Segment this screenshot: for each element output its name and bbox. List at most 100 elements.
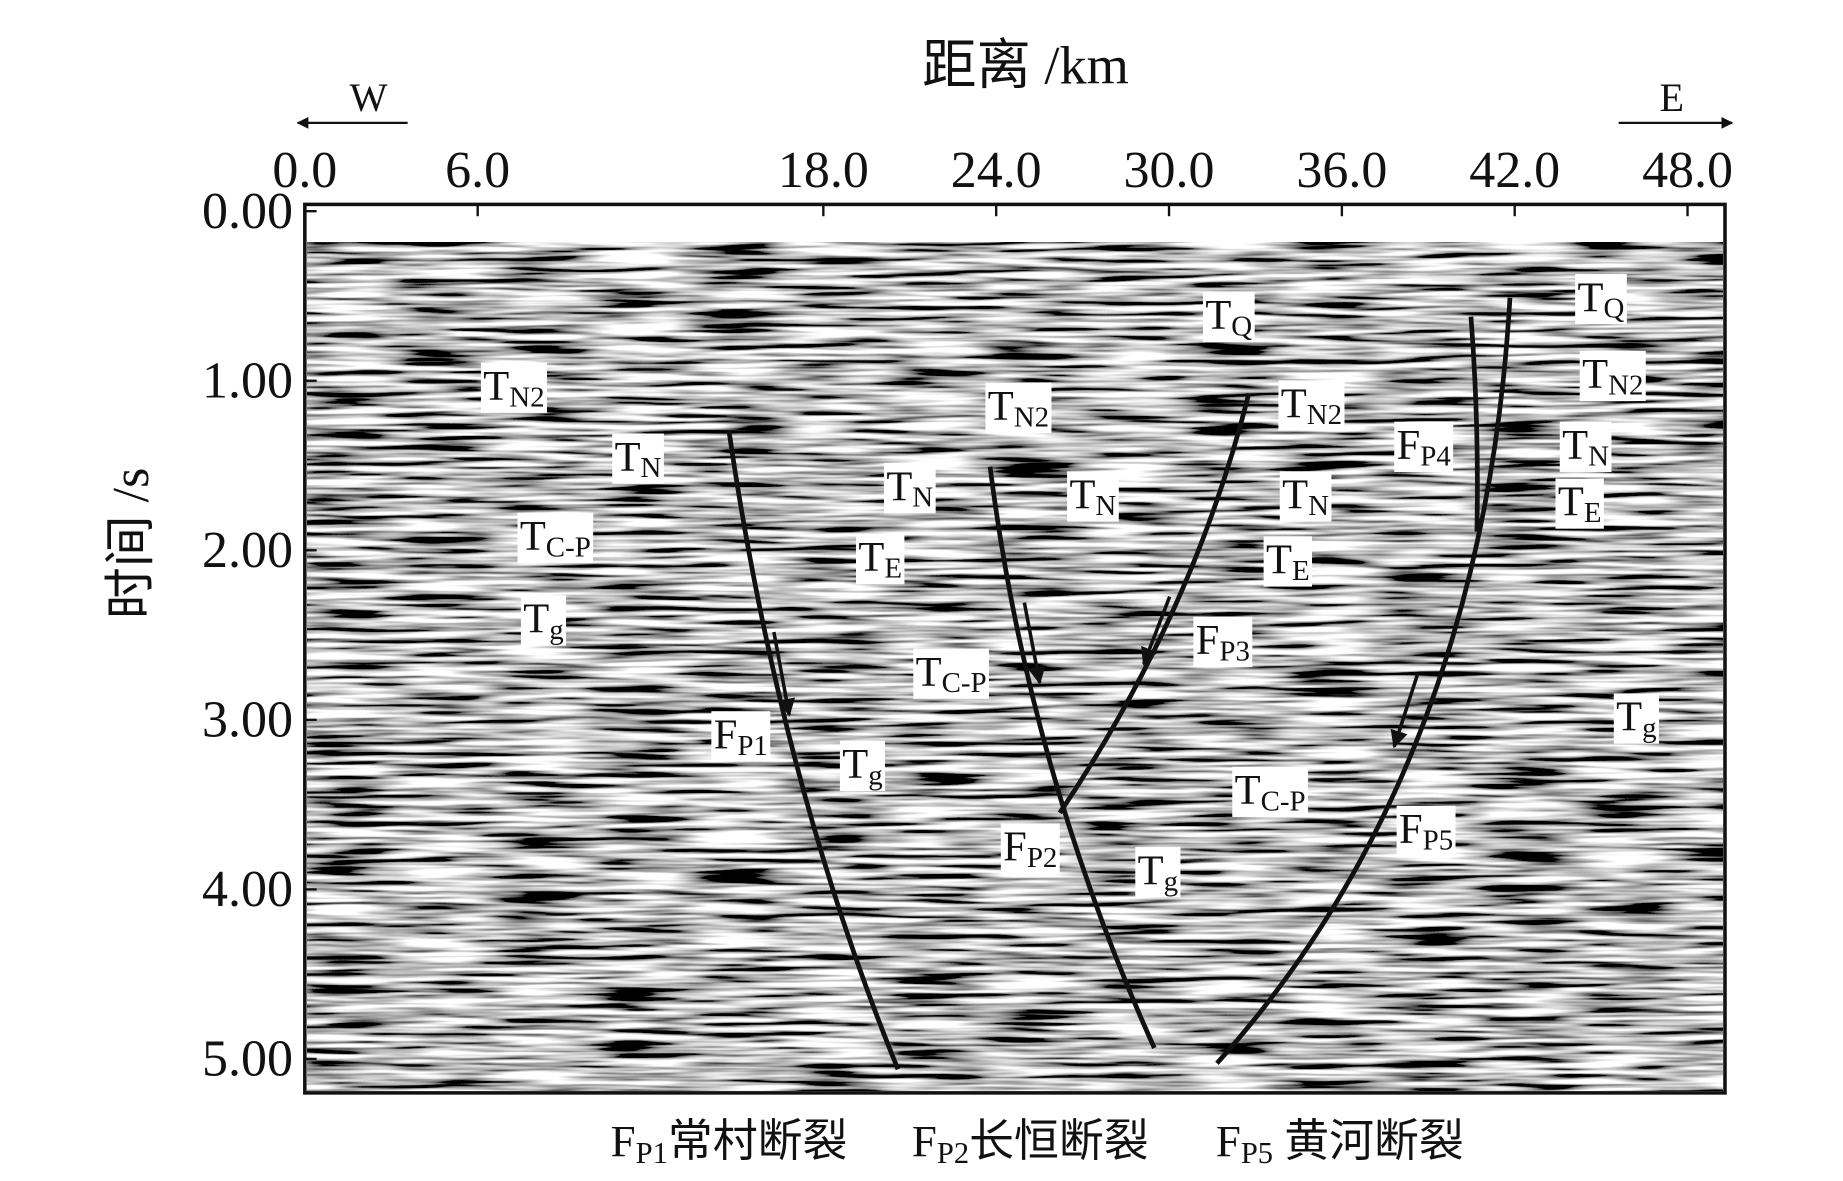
horizon-label-group: TN2 — [1278, 380, 1345, 431]
label-bg — [1213, 1116, 1467, 1170]
label-bg — [1396, 805, 1456, 856]
label-part: T — [1205, 292, 1231, 339]
fault-line — [987, 466, 1157, 1049]
fault-label-group: FP3 — [1193, 616, 1253, 667]
horizon-label-group: TN2 — [1579, 350, 1646, 402]
label-bg — [1575, 274, 1627, 325]
y-axis-label: 时间 /s — [103, 468, 160, 620]
label-bg — [1278, 380, 1345, 431]
horizon-label-group: TE — [856, 533, 905, 585]
caption: FP5 黄河断裂 — [1216, 1116, 1464, 1170]
subscript: N — [1588, 440, 1609, 472]
horizon-label-group: TN — [1067, 471, 1119, 522]
slip-arrow — [1022, 602, 1046, 685]
subscript: N2 — [1307, 399, 1342, 431]
subscript: P1 — [636, 1136, 668, 1170]
subscript: P4 — [1420, 440, 1451, 472]
horizon-label-group: TC-P — [913, 648, 989, 699]
subscript: Q — [1231, 310, 1252, 342]
fault-line — [726, 430, 901, 1071]
plot-frame — [303, 202, 1727, 1095]
fault-line — [1215, 297, 1513, 1065]
x-tick-label: 18.0 — [778, 142, 869, 199]
fault-label-group: FP1 — [711, 711, 771, 762]
label-part: F — [1399, 806, 1423, 853]
subscript: N2 — [1014, 401, 1049, 433]
caption-group: FP2长恒断裂 — [909, 1116, 1151, 1170]
label-part: F — [1003, 823, 1027, 870]
horizon-label-group: TQ — [1575, 274, 1627, 325]
label-bg — [1279, 471, 1332, 522]
y-tick-label: 5.00 — [202, 1031, 293, 1088]
subscript: g — [549, 614, 563, 646]
fault-label-group: FP5 — [1396, 805, 1456, 856]
horizon-label: TN — [1282, 471, 1329, 521]
label-part: T — [886, 463, 912, 510]
label-part: T — [1281, 380, 1307, 427]
label-part: T — [483, 363, 509, 410]
horizon-label: TN — [615, 434, 662, 484]
horizon-label-group: TN2 — [480, 362, 547, 413]
slip-arrow — [1390, 672, 1420, 749]
label-bg — [839, 740, 886, 791]
horizon-label-group: TN2 — [985, 382, 1052, 433]
y-tick-label: 2.00 — [202, 522, 293, 579]
y-tick-label: 3.00 — [202, 692, 293, 749]
label-bg — [608, 1116, 850, 1170]
horizon-label-group: Tg — [520, 595, 567, 646]
subscript: N — [641, 452, 662, 484]
horizon-label: TC-P — [1235, 767, 1306, 817]
subscript: P1 — [737, 729, 768, 761]
horizon-label-group: TN — [612, 433, 664, 484]
caption-group: FP1常村断裂 — [608, 1116, 850, 1170]
subscript: P2 — [1027, 842, 1058, 874]
caption: FP2长恒断裂 — [912, 1116, 1149, 1170]
label-part: T — [1266, 536, 1292, 583]
label-part: 黄河断裂 — [1273, 1116, 1464, 1166]
horizon-label-group: Tg — [1135, 847, 1181, 898]
horizon-label: Tg — [842, 741, 882, 791]
subscript: C-P — [546, 531, 591, 563]
subscript: P2 — [937, 1136, 969, 1170]
horizon-label: TC-P — [916, 649, 987, 699]
label-bg — [1559, 421, 1612, 472]
label-bg — [883, 463, 936, 514]
x-tick-label: 42.0 — [1469, 142, 1560, 199]
x-axis-label: 距离 /km — [922, 35, 1129, 95]
label-part: T — [523, 595, 549, 642]
label-part: 长恒断裂 — [969, 1116, 1149, 1166]
horizon-label-group: Tg — [1613, 693, 1659, 744]
horizon-label: TN — [886, 463, 933, 513]
fault-label-group: FP2 — [1000, 823, 1060, 874]
y-tick-label: 0.00 — [202, 183, 293, 240]
label-part: 常村断裂 — [668, 1116, 848, 1166]
horizon-label-group: TC-P — [1232, 766, 1308, 817]
subscript: N2 — [1608, 369, 1643, 401]
label-bg — [517, 512, 594, 563]
faults — [726, 297, 1513, 1071]
subscript: N — [912, 481, 933, 513]
label-part: T — [1282, 471, 1308, 518]
fault-label-group: FP4 — [1394, 421, 1454, 472]
label-bg — [1579, 350, 1646, 402]
horizon-label-group: Tg — [839, 740, 886, 791]
subscript: E — [884, 552, 902, 584]
subscript: N — [1095, 490, 1116, 522]
horizon-label: Tg — [523, 595, 563, 645]
x-tick-label: 48.0 — [1642, 142, 1733, 199]
caption-group: FP5 黄河断裂 — [1213, 1116, 1467, 1170]
horizon-label-group: TN — [1559, 421, 1612, 472]
subscript: N2 — [509, 381, 544, 413]
fault-arrows — [772, 596, 1420, 749]
label-part: T — [1069, 471, 1095, 518]
horizon-label: TN2 — [1582, 351, 1643, 401]
label-part: T — [1577, 274, 1603, 321]
horizon-label: TQ — [1577, 274, 1624, 324]
slip-arrow — [772, 631, 796, 717]
label-bg — [480, 362, 547, 413]
label-bg — [1000, 823, 1060, 874]
horizon-label: TN2 — [1281, 380, 1342, 430]
subscript: g — [1642, 712, 1656, 744]
label-bg — [1555, 478, 1604, 529]
